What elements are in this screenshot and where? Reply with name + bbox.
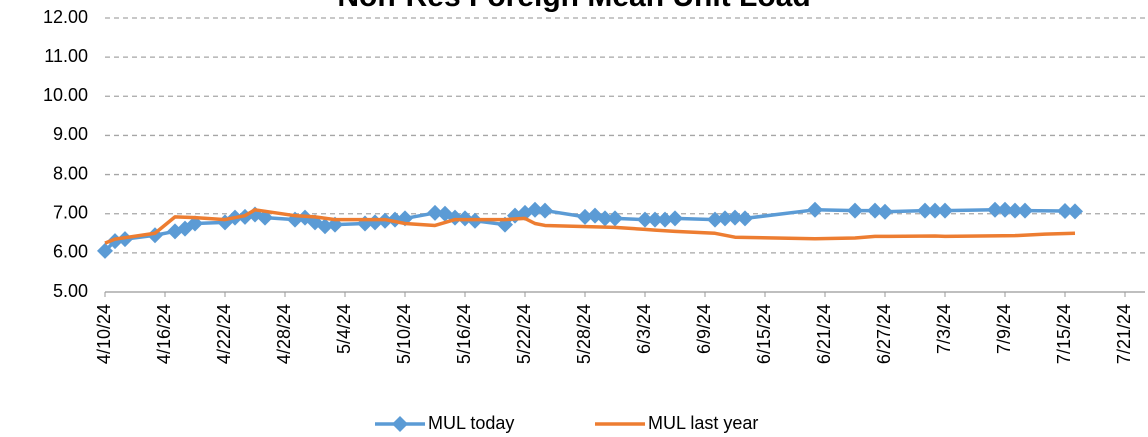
point [727,209,743,226]
y-tick-label: 5.00 [53,281,88,301]
point [1057,202,1073,219]
x-tick-label: 6/21/24 [814,304,834,364]
point [717,210,733,227]
x-tick-label: 6/15/24 [754,304,774,364]
x-tick-label: 4/22/24 [214,304,234,364]
x-tick-label: 4/10/24 [94,304,114,364]
point [737,210,753,227]
point [657,211,673,228]
point [1017,202,1033,219]
y-tick-label: 8.00 [53,163,88,183]
point [607,210,623,227]
point [1007,202,1023,219]
x-tick-label: 6/9/24 [694,304,714,354]
point [647,211,663,228]
x-tick-label: 6/3/24 [634,304,654,354]
point [97,242,113,259]
x-tick-label: 5/28/24 [574,304,594,364]
x-tick-label: 4/16/24 [154,304,174,364]
chart-title: Non-Res Foreign Mean Unit Load [337,0,810,13]
point [937,202,953,219]
legend-label: MUL today [428,413,514,433]
point [537,202,553,219]
point [427,204,443,221]
y-tick-label: 11.00 [44,46,88,66]
point [997,201,1013,218]
point [1067,203,1083,220]
point [257,209,273,226]
point [987,201,1003,218]
legend-marker [392,416,408,432]
point [667,210,683,227]
y-tick-label: 12.00 [43,7,88,27]
x-tick-label: 7/21/24 [1114,304,1134,364]
y-tick-label: 10.00 [43,85,88,105]
x-tick-label: 7/3/24 [934,304,954,354]
point [917,202,933,219]
x-tick-label: 5/22/24 [514,304,534,364]
point [707,211,723,228]
x-tick-label: 5/4/24 [334,304,354,354]
point [877,203,893,220]
series-line [104,208,1076,245]
point [847,202,863,219]
y-tick-label: 9.00 [53,124,88,144]
x-tick-label: 4/28/24 [274,304,294,364]
point [527,201,543,218]
point [867,202,883,219]
x-tick-label: 7/15/24 [1054,304,1074,364]
point [807,201,823,218]
point [637,211,653,228]
legend-label: MUL last year [648,413,758,433]
point [577,208,593,225]
y-tick-label: 6.00 [53,242,88,262]
point [597,210,613,227]
x-tick-label: 5/10/24 [394,304,414,364]
x-tick-label: 5/16/24 [454,304,474,364]
point [927,202,943,219]
x-tick-label: 7/9/24 [994,304,1014,354]
x-tick-label: 6/27/24 [874,304,894,364]
point [317,218,333,235]
y-tick-label: 7.00 [53,202,88,222]
